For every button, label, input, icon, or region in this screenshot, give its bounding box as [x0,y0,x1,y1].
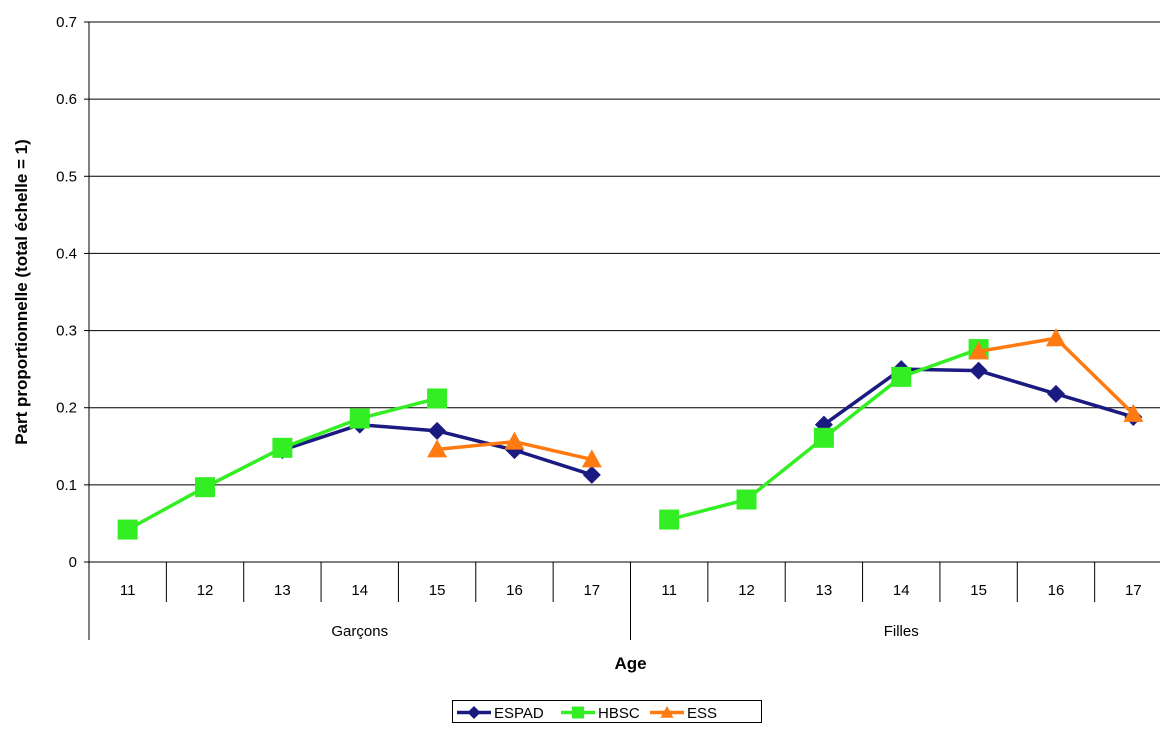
x-tick-label: 15 [970,582,987,599]
data-point-diamond [1046,384,1065,403]
axes [88,22,1160,563]
x-tick-label: 12 [197,582,214,599]
x-tick-label: 17 [583,582,600,599]
x-tick-label: 17 [1125,582,1142,599]
data-point-diamond [969,361,988,380]
legend-items: ESPAD HBSC ESS [457,705,717,722]
y-tick-label: 0.6 [56,91,77,108]
gridlines [84,21,1160,563]
data-point-triangle [427,439,448,458]
data-point-triangle [660,706,674,718]
data-point-square [736,489,757,510]
y-tick-label: 0.1 [56,477,77,494]
x-tick-label: 11 [120,582,136,599]
data-point-square [272,437,293,458]
x-tick-labels: 11 12 13 14 15 16 17 11 12 13 14 15 16 17 [88,562,1142,640]
legend-item: ESS [650,705,717,722]
group-label: Garçons [331,623,388,640]
legend: ESPAD HBSC ESS [452,700,762,723]
x-axis-title: Age [614,654,646,673]
y-tick-label: 0.2 [56,400,77,417]
y-tick-label: 0 [69,554,77,571]
legend-label: ESS [687,705,717,722]
x-tick-label: 14 [893,582,910,599]
legend-item: ESPAD [457,705,544,722]
y-tick-label: 0.7 [56,14,77,31]
group-label: Filles [884,623,919,640]
data-point-square [349,408,370,429]
data-point-triangle [1045,328,1066,347]
series [117,328,1144,540]
data-point-square [659,509,680,530]
x-tick-label: 14 [351,582,368,599]
series-line [126,396,438,532]
legend-label: ESPAD [494,705,544,722]
x-tick-label: 16 [1048,582,1065,599]
x-tick-label: 11 [661,582,677,599]
x-tick-label: 13 [274,582,291,599]
data-point-triangle [504,431,525,450]
data-point-diamond [428,421,447,440]
y-tick-label: 0.5 [56,168,77,185]
data-point-square [195,477,216,498]
y-tick-label: 0.3 [56,323,77,340]
x-tick-label: 15 [429,582,446,599]
data-point-square [813,427,834,448]
data-point-square [572,706,584,719]
data-point-triangle [581,449,602,468]
data-point-diamond [467,706,481,719]
data-point-triangle [1123,403,1144,422]
data-point-square [427,388,448,409]
series-ess [427,328,1144,468]
data-point-triangle [968,341,989,360]
legend-item: HBSC [561,705,640,722]
y-tick-label: 0.4 [56,245,77,262]
legend-label: HBSC [598,705,640,722]
x-tick-label: 12 [738,582,755,599]
data-point-diamond [582,465,601,484]
data-point-square [117,519,138,540]
data-point-square [891,366,912,387]
x-tick-label: 16 [506,582,523,599]
series-espad [273,360,1143,484]
y-axis-title: Part proportionnelle (total échelle = 1) [12,139,31,445]
x-group-labels: Garçons Filles [331,623,918,640]
y-tick-labels: 0 0.1 0.2 0.3 0.4 0.5 0.6 0.7 [56,14,77,571]
series-hbsc [117,339,989,540]
x-tick-label: 13 [816,582,833,599]
